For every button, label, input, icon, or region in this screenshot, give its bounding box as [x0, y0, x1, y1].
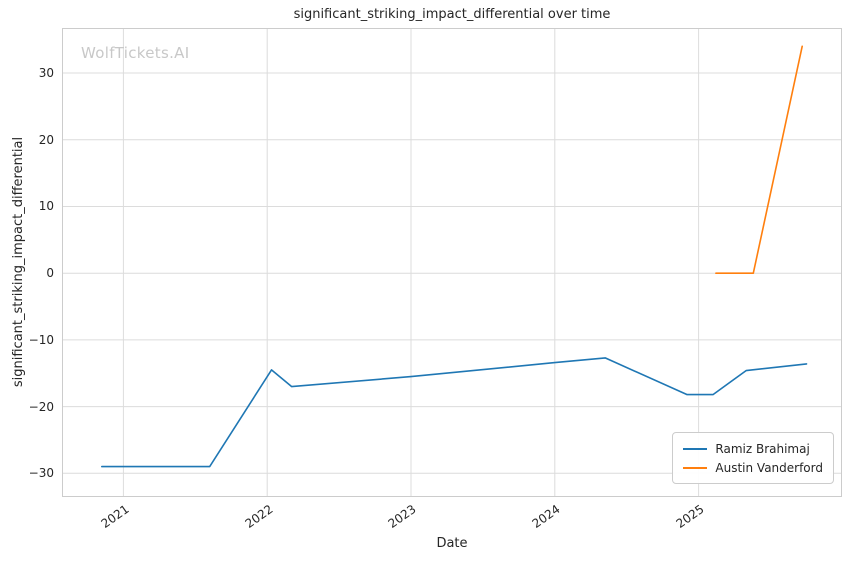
- legend-line-swatch: [683, 447, 708, 450]
- legend-item: Ramiz Brahimaj: [683, 439, 823, 458]
- watermark: WolfTickets.AI: [81, 44, 190, 62]
- plot-area: WolfTickets.AI Ramiz Brahimaj Austin Van…: [62, 28, 842, 497]
- y-tick-label: 10: [38, 199, 54, 214]
- legend-item: Austin Vanderford: [683, 458, 823, 477]
- plot-canvas: [63, 29, 841, 496]
- y-tick-label: −20: [28, 399, 54, 414]
- y-tick-label: 30: [38, 66, 54, 81]
- y-tick-label: −10: [28, 332, 54, 347]
- legend: Ramiz Brahimaj Austin Vanderford: [672, 432, 834, 484]
- legend-label: Austin Vanderford: [715, 460, 823, 475]
- x-axis-label: Date: [436, 536, 468, 551]
- chart-title: significant_striking_impact_differential…: [293, 7, 611, 22]
- y-tick-label: 0: [46, 266, 54, 281]
- y-tick-label: −30: [28, 466, 54, 481]
- series-line-0: [100, 357, 808, 468]
- legend-line-swatch: [683, 466, 708, 469]
- legend-label: Ramiz Brahimaj: [715, 441, 810, 456]
- y-axis-label: significant_striking_impact_differential: [11, 136, 26, 388]
- y-tick-label: 20: [38, 132, 54, 147]
- series-line-1: [715, 45, 804, 274]
